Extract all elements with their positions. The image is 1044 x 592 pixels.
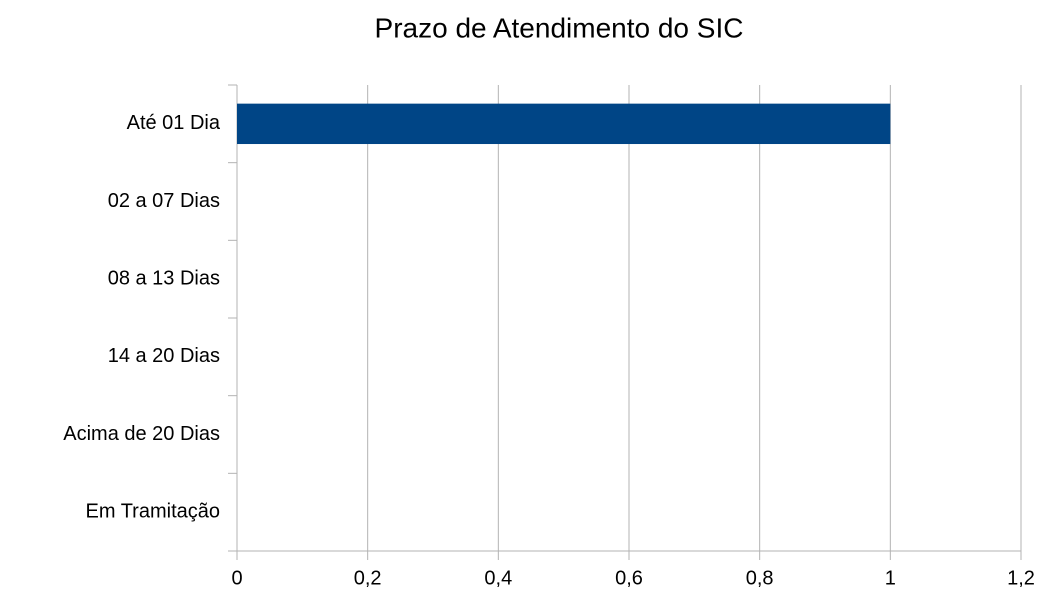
y-tick-label: Até 01 Dia bbox=[127, 112, 221, 134]
x-tick-label: 0,6 bbox=[615, 567, 643, 589]
x-tick-label: 0 bbox=[231, 567, 242, 589]
chart-title: Prazo de Atendimento do SIC bbox=[375, 12, 744, 43]
x-tick-label: 0,2 bbox=[354, 567, 382, 589]
y-tick-label: 14 a 20 Dias bbox=[108, 345, 220, 367]
x-tick-label: 1,2 bbox=[1007, 567, 1035, 589]
x-tick-label: 1 bbox=[885, 567, 896, 589]
y-tick-label: Em Tramitação bbox=[86, 500, 220, 522]
y-tick-label: Acima de 20 Dias bbox=[63, 423, 220, 445]
bar bbox=[237, 103, 891, 145]
y-tick-label: 02 a 07 Dias bbox=[108, 190, 220, 212]
x-tick-label: 0,8 bbox=[746, 567, 774, 589]
y-tick-label: 08 a 13 Dias bbox=[108, 267, 220, 289]
x-tick-label: 0,4 bbox=[484, 567, 512, 589]
